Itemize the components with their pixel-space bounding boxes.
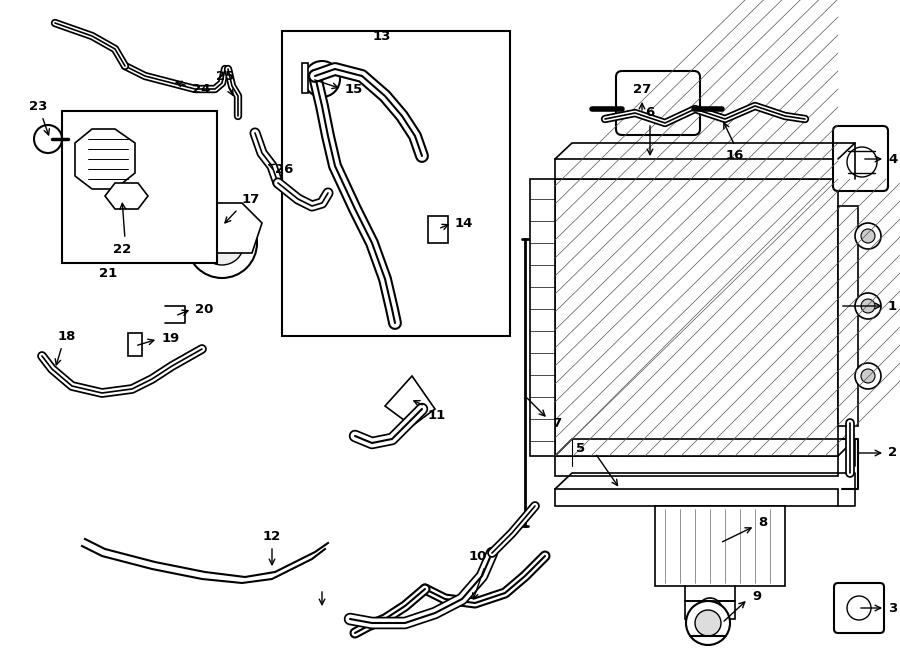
- Circle shape: [861, 369, 875, 383]
- Text: 7: 7: [552, 416, 561, 430]
- Text: 21: 21: [99, 266, 117, 280]
- Text: 24: 24: [192, 83, 211, 95]
- Polygon shape: [838, 206, 858, 426]
- Text: 2: 2: [888, 446, 897, 459]
- Text: 8: 8: [758, 516, 767, 529]
- Polygon shape: [105, 183, 148, 209]
- Text: 25: 25: [216, 70, 234, 83]
- Circle shape: [861, 299, 875, 313]
- Text: 19: 19: [162, 332, 180, 346]
- Text: 14: 14: [455, 217, 473, 229]
- Polygon shape: [428, 216, 448, 243]
- Polygon shape: [555, 159, 838, 179]
- Polygon shape: [685, 601, 735, 619]
- Circle shape: [695, 610, 721, 636]
- Polygon shape: [128, 333, 142, 356]
- Text: 20: 20: [195, 303, 213, 315]
- Text: 11: 11: [428, 409, 446, 422]
- Text: 22: 22: [112, 243, 131, 256]
- Circle shape: [698, 598, 722, 622]
- Bar: [282, 31, 510, 336]
- Polygon shape: [555, 179, 838, 456]
- Polygon shape: [75, 129, 135, 189]
- Circle shape: [855, 293, 881, 319]
- Text: 23: 23: [29, 100, 47, 113]
- Text: 9: 9: [752, 590, 761, 602]
- Polygon shape: [182, 203, 262, 253]
- Text: 5: 5: [576, 442, 585, 455]
- FancyBboxPatch shape: [834, 583, 884, 633]
- Polygon shape: [555, 456, 838, 476]
- Text: 12: 12: [263, 530, 281, 543]
- Text: 16: 16: [725, 149, 744, 162]
- Circle shape: [686, 601, 730, 645]
- Text: 6: 6: [645, 106, 654, 119]
- Polygon shape: [530, 179, 555, 456]
- Text: 17: 17: [242, 193, 260, 206]
- Circle shape: [200, 221, 244, 265]
- Bar: [62, 111, 217, 263]
- Circle shape: [855, 363, 881, 389]
- Text: 10: 10: [469, 550, 487, 563]
- Text: 3: 3: [888, 602, 897, 615]
- Text: 4: 4: [888, 153, 897, 165]
- Circle shape: [187, 208, 257, 278]
- Text: 1: 1: [888, 299, 897, 313]
- Circle shape: [861, 229, 875, 243]
- Text: 26: 26: [275, 163, 293, 176]
- Text: 13: 13: [373, 30, 392, 42]
- Text: 27: 27: [633, 83, 651, 96]
- Text: 18: 18: [58, 330, 76, 343]
- Circle shape: [304, 61, 340, 97]
- Polygon shape: [555, 489, 838, 506]
- Text: 15: 15: [345, 83, 364, 95]
- Polygon shape: [655, 506, 785, 586]
- FancyBboxPatch shape: [833, 126, 888, 191]
- Circle shape: [34, 125, 62, 153]
- FancyBboxPatch shape: [616, 71, 700, 135]
- Circle shape: [855, 223, 881, 249]
- Polygon shape: [385, 376, 435, 426]
- Polygon shape: [302, 63, 308, 93]
